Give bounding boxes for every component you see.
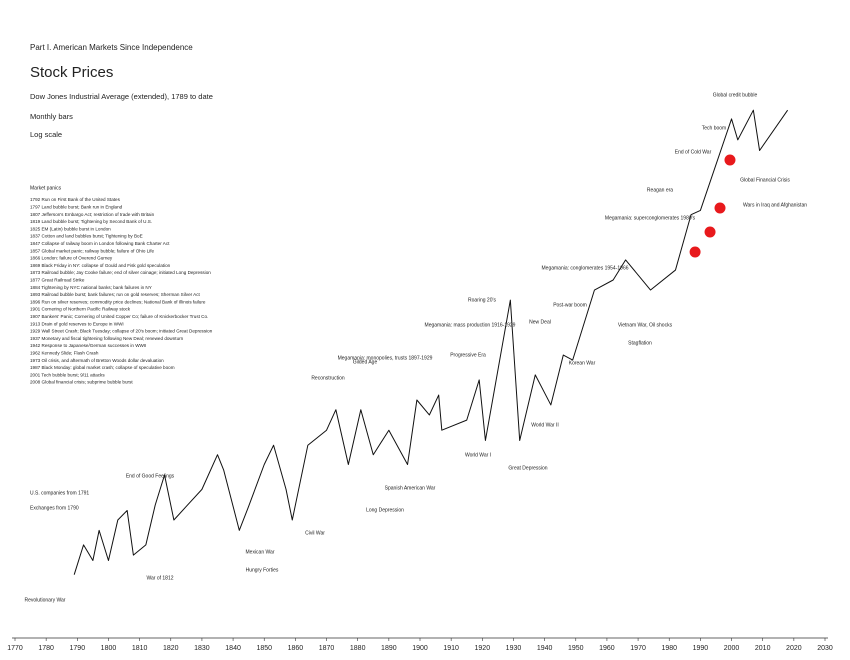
x-tick-label: 1940 [537, 645, 553, 652]
panic-item: 1962 Kennedy Slide; Flash Crash [30, 351, 99, 356]
annotation: Global Financial Crisis [740, 177, 790, 183]
x-tick-label: 1980 [661, 645, 677, 652]
x-tick-label: 1790 [70, 645, 86, 652]
annotation: Megamania: monopolies, trusts 1897-1929 [338, 355, 433, 361]
annotation: Reagan era [647, 187, 673, 193]
x-tick-label: 1960 [599, 645, 615, 652]
panic-item: 1807 Jefferson's Embargo Act; restrictio… [30, 212, 155, 217]
panic-item: 1987 Black Monday: global market crash; … [30, 365, 175, 370]
x-tick-label: 1830 [194, 645, 210, 652]
annotation: War of 1812 [146, 575, 173, 581]
part-title: Part I. American Markets Since Independe… [30, 43, 193, 52]
panics-title: Market panics [30, 185, 62, 191]
annotation: Great Depression [508, 465, 547, 471]
annotation: Vietnam War, Oil shocks [618, 322, 673, 328]
x-tick-label: 1860 [288, 645, 304, 652]
panic-item: 1896 Run on silver reserves; commodity p… [30, 299, 206, 304]
panic-item: 1907 Bankers' Panic; Cornering of United… [30, 314, 208, 319]
annotation: Civil War [305, 530, 325, 536]
x-tick-label: 1880 [350, 645, 366, 652]
panic-item: 1973 Oil crisis, and aftermath of Bretto… [30, 358, 164, 363]
chart-subtitle: Dow Jones Industrial Average (extended),… [30, 92, 213, 101]
price-line [73, 109, 789, 575]
panic-item: 1929 Wall Street Crash; Black Tuesday; c… [30, 329, 213, 334]
annotation: Megamania: mass production 1916-1929 [425, 322, 516, 328]
highlight-marker [724, 154, 736, 166]
x-tick-label: 1840 [225, 645, 241, 652]
annotation: New Deal [529, 319, 551, 325]
note: Log scale [30, 130, 62, 139]
side-note: U.S. companies from 1791 [30, 490, 89, 496]
panic-item: 1901 Cornering of Northern Pacific Railw… [30, 307, 131, 312]
x-tick-label: 1800 [101, 645, 117, 652]
note: Monthly bars [30, 112, 73, 121]
panic-item: 1869 Black Friday in NY: collapse of Gou… [30, 263, 171, 268]
annotation: Megamania: superconglomerates 1980's [605, 215, 696, 221]
panic-item: 1866 London: failure of Overend Gurney [30, 256, 113, 261]
annotation: Stagflation [628, 340, 652, 346]
annotation: Reconstruction [311, 375, 345, 381]
x-tick-label: 1770 [7, 645, 23, 652]
x-tick-label: 1950 [568, 645, 584, 652]
highlight-marker [704, 226, 716, 238]
panic-item: 1792 Run on First Bank of the United Sta… [30, 197, 121, 202]
panic-item: 1847 Collapse of railway boom in London … [30, 241, 170, 246]
annotation: Mexican War [246, 549, 275, 555]
x-tick-label: 1890 [381, 645, 397, 652]
annotation: End of Good Feelings [126, 473, 175, 479]
panic-item: 1873 Railroad bubble; Jay Cooke failure;… [30, 270, 211, 275]
panic-item: 1819 Land bubble burst; Tightening by Se… [30, 219, 152, 224]
annotation: Wars in Iraq and Afghanistan [743, 202, 807, 208]
panic-item: 2008 Global financial crisis; subprime b… [30, 380, 133, 385]
panic-item: 1937 Monetary and fiscal tightening foll… [30, 336, 184, 341]
panic-item: 1942 Response to Japanese/German success… [30, 343, 146, 348]
x-tick-label: 1970 [630, 645, 646, 652]
annotation: World War I [465, 452, 491, 458]
annotation: Long Depression [366, 507, 404, 513]
x-tick-label: 1910 [443, 645, 459, 652]
panic-item: 1913 Drain of gold reserves to Europe in… [30, 321, 124, 326]
panic-item: 1837 Cotton and land bubbles burst; Tigh… [30, 234, 143, 239]
annotation: Hungry Forties [246, 567, 279, 573]
x-tick-label: 1850 [256, 645, 272, 652]
side-note: Exchanges from 1790 [30, 505, 79, 511]
panic-item: 1877 Great Railroad Strike [30, 278, 85, 283]
panic-item: 1884 Tightening by NYC national banks; b… [30, 285, 152, 290]
panic-item: 1825 EM (Latin) bubble burst in London [30, 226, 111, 231]
x-tick-label: 1920 [475, 645, 491, 652]
annotation: Roaring 20's [468, 297, 496, 303]
annotation: Korean War [569, 360, 596, 366]
x-tick-label: 1810 [132, 645, 148, 652]
annotation: End of Cold War [675, 149, 712, 155]
panic-item: 1857 Global market panic; railway bubble… [30, 248, 155, 253]
annotation: World War II [531, 422, 559, 428]
annotation: Gilded Age [353, 359, 378, 365]
highlight-marker [689, 246, 701, 258]
x-tick-label: 1900 [412, 645, 428, 652]
annotation: Revolutionary War [25, 597, 66, 603]
x-tick-label: 1930 [506, 645, 522, 652]
x-tick-label: 2010 [755, 645, 771, 652]
highlight-marker [714, 202, 726, 214]
annotation: Spanish American War [385, 485, 436, 491]
annotation: Progressive Era [450, 352, 486, 358]
x-tick-label: 1990 [693, 645, 709, 652]
annotation: Megamania: conglomerates 1954-1966 [542, 265, 629, 271]
panic-item: 1893 Railroad bubble burst; bank failure… [30, 292, 201, 297]
annotation: Global credit bubble [713, 92, 758, 98]
x-tick-label: 1870 [319, 645, 335, 652]
panic-item: 1797 Land bubble burst; Bank run in Engl… [30, 205, 123, 210]
x-tick-label: 2000 [724, 645, 740, 652]
x-tick-label: 1820 [163, 645, 179, 652]
x-tick-label: 1780 [38, 645, 54, 652]
annotation: Tech boom [702, 125, 726, 131]
annotation: Post-war boom [553, 302, 587, 308]
x-tick-label: 2020 [786, 645, 802, 652]
panic-item: 2001 Tech bubble burst; 9/11 attacks [30, 372, 105, 377]
x-tick-label: 2030 [817, 645, 833, 652]
chart-title: Stock Prices [30, 64, 113, 81]
